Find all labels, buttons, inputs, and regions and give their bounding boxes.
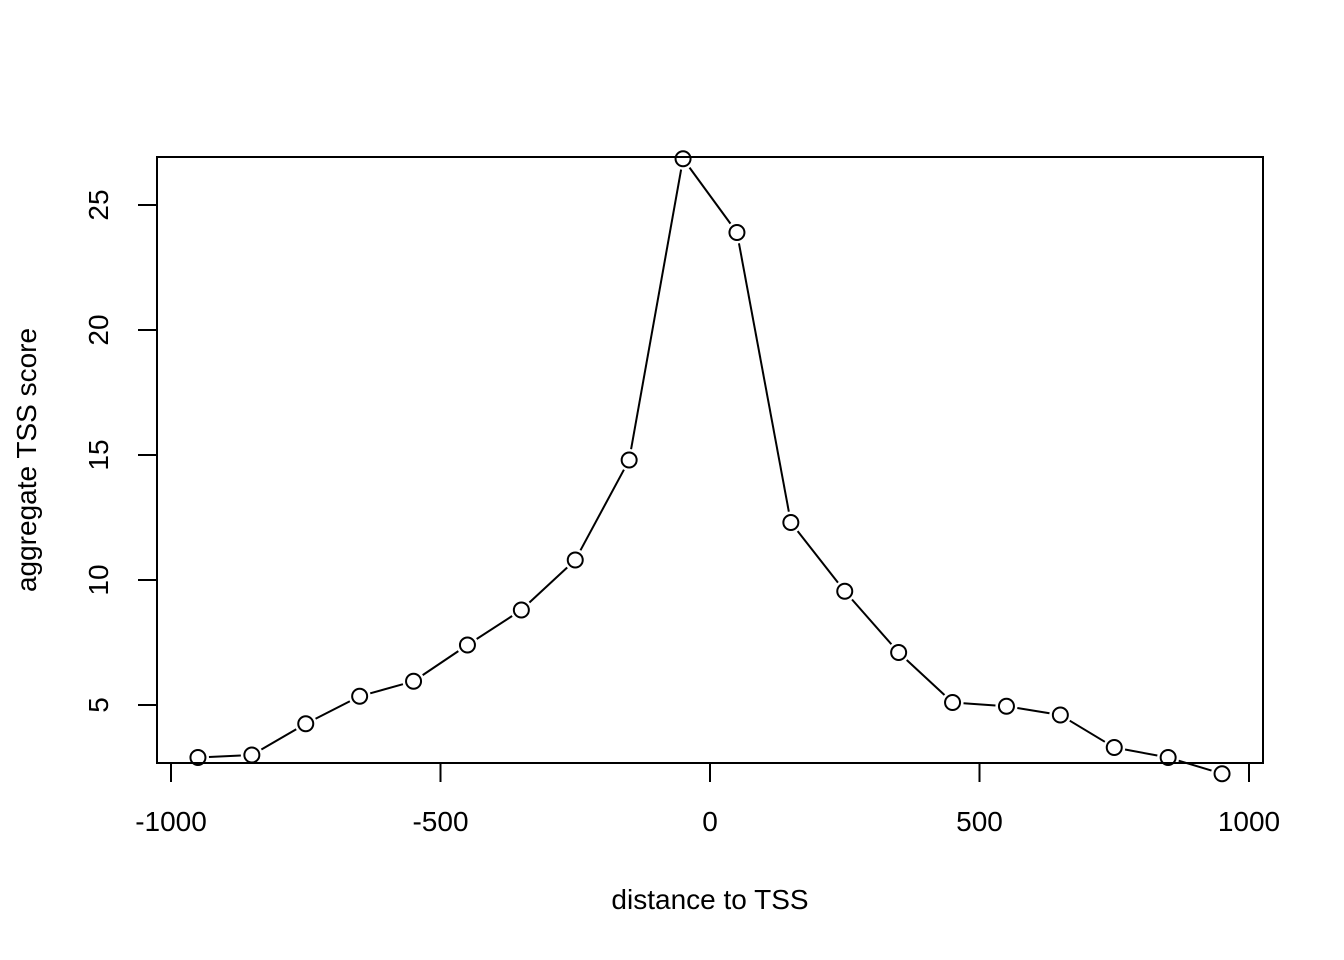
data-point <box>997 697 1015 715</box>
x-axis-label: distance to TSS <box>611 884 808 915</box>
series-segment <box>1124 748 1158 757</box>
data-point <box>728 224 746 241</box>
data-point <box>1159 749 1177 766</box>
data-point <box>674 150 692 168</box>
data-point <box>458 636 476 654</box>
series-segment <box>630 169 683 450</box>
data-point <box>890 644 908 661</box>
series-segment <box>315 700 351 720</box>
series-segment <box>688 167 732 225</box>
data-point <box>243 746 261 764</box>
series-segment <box>796 530 839 584</box>
data-point <box>512 601 530 619</box>
series-segment <box>1017 707 1050 715</box>
data-point <box>620 451 638 469</box>
data-point <box>836 582 854 600</box>
series-segment <box>906 659 946 696</box>
series-segment <box>1178 759 1212 772</box>
y-tick-label: 25 <box>83 189 114 220</box>
series-segment <box>260 728 297 751</box>
y-tick-label: 10 <box>83 564 114 595</box>
series-segment <box>737 243 790 512</box>
series-segment <box>476 615 513 640</box>
data-point <box>566 551 584 569</box>
data-point <box>405 672 423 690</box>
x-tick-label: -500 <box>412 806 468 837</box>
series-segment <box>579 469 625 551</box>
data-point <box>1105 739 1123 756</box>
data-point <box>1051 706 1069 724</box>
data-point <box>189 749 207 766</box>
data-point <box>782 514 800 531</box>
series-segment <box>422 650 459 676</box>
y-axis-label: aggregate TSS score <box>11 328 42 592</box>
x-axis: -1000 -500 0 500 1000 <box>135 762 1280 837</box>
data-point <box>351 687 369 705</box>
plot-frame <box>156 156 1264 764</box>
series-segment <box>369 683 404 695</box>
y-tick-label: 20 <box>83 314 114 345</box>
series-segment <box>963 702 996 707</box>
data-point <box>297 715 315 733</box>
series-segment <box>1069 719 1106 743</box>
x-tick-label: 500 <box>956 806 1003 837</box>
series-segment <box>528 566 568 604</box>
series-segment <box>208 754 241 758</box>
data-point <box>944 694 962 711</box>
x-tick-label: 0 <box>702 806 718 837</box>
y-tick-label: 15 <box>83 439 114 470</box>
y-axis: 5 10 15 20 25 <box>83 189 158 713</box>
data-point <box>1213 765 1231 783</box>
x-tick-label: -1000 <box>135 806 207 837</box>
series-line-group <box>189 150 1231 783</box>
x-tick-label: 1000 <box>1218 806 1280 837</box>
series-segment <box>851 598 893 645</box>
y-tick-label: 5 <box>83 697 114 713</box>
